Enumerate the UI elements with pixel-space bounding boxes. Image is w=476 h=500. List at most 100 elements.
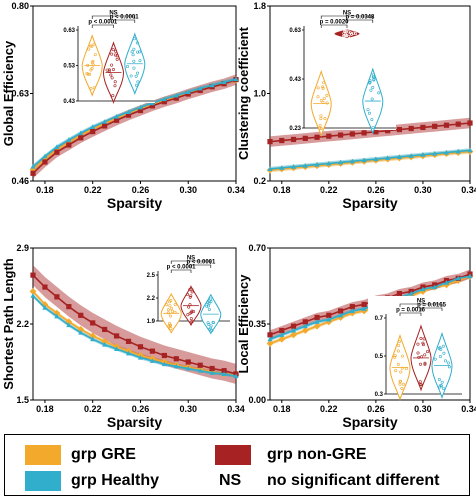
x-axis-title: Sparsity	[342, 414, 397, 430]
point-nongre	[302, 135, 308, 141]
violin-dot-gre	[322, 81, 326, 85]
point-nongre	[197, 362, 203, 368]
violin-dot-healthy	[447, 365, 451, 369]
violin-dot-gre	[316, 86, 320, 90]
point-healthy	[420, 286, 426, 292]
violin-dot-gre	[168, 314, 172, 318]
x-tick-label: 0.18	[36, 185, 54, 195]
inset-y-tick-label: 0.63	[289, 28, 301, 34]
y-tick-label: 1.8	[253, 1, 266, 11]
series-line-healthy	[32, 295, 237, 377]
point-healthy	[125, 109, 132, 115]
violin-dot-nongre	[422, 337, 426, 341]
violin-dot-gre	[322, 97, 326, 101]
chart-panel-local-efficiency: 0.18 0.22 0.26 0.30 0.34 0.00 0.35 0.70 Sparsity…	[236, 243, 476, 430]
violin-dot-gre	[325, 93, 329, 97]
point-nongre	[373, 129, 379, 135]
violin-dot-healthy	[134, 74, 138, 78]
violin-dot-gre	[393, 355, 397, 359]
y-axis-title: Local Efficiency	[236, 274, 251, 374]
violin-dot-gre	[394, 369, 398, 373]
violin-dot-gre	[173, 303, 177, 307]
violin-dot-healthy	[207, 323, 211, 327]
point-nongre	[267, 139, 273, 145]
violin-dot-nongre	[113, 53, 117, 57]
violin-dot-healthy	[438, 354, 442, 358]
violin-dot-healthy	[440, 380, 444, 384]
violin-dot-healthy	[136, 80, 140, 84]
legend-ns-text: no significant different	[267, 472, 440, 489]
point-healthy	[267, 166, 273, 171]
x-tick-label: 0.22	[320, 185, 338, 195]
violin-dot-nongre	[189, 294, 193, 298]
inset-y-tick-label: 0.5	[375, 354, 384, 360]
violin-dot-healthy	[371, 125, 375, 129]
point-nongre	[149, 103, 156, 109]
violin-dot-healthy	[209, 299, 213, 303]
point-healthy	[221, 371, 227, 376]
violin-dot-nongre	[110, 52, 114, 56]
violin-dot-gre	[404, 367, 408, 371]
inset-y-tick-label: 1.9	[147, 319, 156, 325]
sig-ns-bracket	[320, 15, 374, 19]
sig-nongre-healthy-bracket	[190, 264, 212, 268]
point-healthy	[337, 312, 344, 318]
point-healthy	[30, 293, 36, 298]
violin-dot-gre	[319, 117, 323, 121]
point-nongre	[349, 304, 355, 310]
violin-dot-healthy	[442, 351, 446, 355]
sig-nongre-healthy-label: p < 0.0001	[110, 15, 140, 21]
point-nongre	[396, 126, 403, 133]
point-healthy	[113, 114, 120, 119]
point-healthy	[455, 275, 461, 281]
violin-dot-healthy	[132, 59, 136, 63]
violin-dot-nongre	[111, 94, 115, 98]
x-tick-label: 0.30	[414, 185, 432, 195]
sig-gre-nongre-bracket	[320, 24, 348, 28]
y-tick-label: 0.00	[248, 395, 266, 405]
x-axis-title: Sparsity	[107, 414, 162, 430]
point-healthy	[279, 165, 285, 170]
point-nongre	[90, 128, 96, 135]
violin-dot-gre	[165, 303, 169, 307]
point-healthy	[185, 365, 191, 371]
legend: grp GRE grp non-GRE grp Healthy NS no si…	[4, 434, 470, 496]
point-healthy	[361, 306, 367, 311]
sig-gre-nongre-bracket	[170, 269, 192, 273]
point-healthy	[78, 330, 84, 335]
point-nongre	[30, 170, 36, 176]
violin-dot-nongre	[418, 382, 422, 386]
violin-dot-healthy	[372, 75, 376, 79]
y-axis-title: Clustering coefficient	[236, 26, 251, 160]
x-tick-label: 0.18	[36, 404, 54, 414]
point-healthy	[314, 319, 320, 324]
violin-dot-healthy	[444, 359, 448, 363]
violin-dot-nongre	[188, 311, 192, 315]
violin-dot-nongre	[115, 57, 119, 61]
violin-dot-healthy	[368, 111, 372, 115]
sig-ns-bracket	[170, 260, 212, 264]
violin-dot-healthy	[211, 320, 215, 324]
point-healthy	[443, 280, 450, 285]
point-healthy	[349, 308, 355, 313]
sig-nongre-healthy-label: p = 0.0348	[345, 15, 375, 21]
violin-dot-nongre	[420, 355, 424, 359]
legend-swatch-healthy	[25, 471, 61, 491]
point-healthy	[149, 358, 156, 363]
legend-label-nongre: grp non-GRE	[267, 446, 367, 463]
violin-dot-healthy	[135, 41, 139, 45]
point-healthy	[467, 147, 473, 153]
point-nongre	[290, 136, 297, 143]
violin-dot-nongre	[188, 295, 192, 299]
inset-y-tick-label: 0.63	[63, 28, 75, 34]
violin-dot-gre	[325, 101, 329, 105]
violin-dot-gre	[168, 304, 172, 308]
violin-dot-nongre	[354, 32, 358, 36]
point-healthy	[113, 346, 120, 351]
violin-dot-nongre	[190, 290, 194, 294]
violin-dot-gre	[402, 382, 406, 386]
inset-y-tick-label: 2.2	[147, 296, 156, 302]
inset-y-tick-label: 0.53	[63, 64, 75, 70]
